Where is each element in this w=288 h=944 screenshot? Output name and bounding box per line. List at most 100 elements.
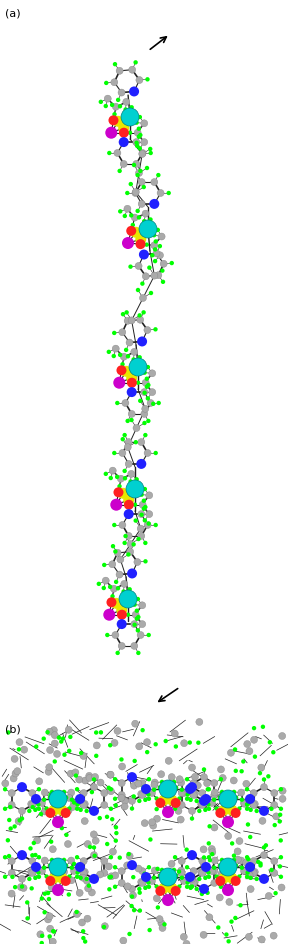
Circle shape bbox=[113, 117, 124, 127]
Circle shape bbox=[158, 795, 169, 806]
Circle shape bbox=[206, 870, 211, 875]
Circle shape bbox=[250, 858, 257, 865]
Circle shape bbox=[196, 718, 203, 726]
Circle shape bbox=[105, 863, 112, 870]
Circle shape bbox=[266, 774, 270, 779]
Circle shape bbox=[269, 807, 274, 811]
Circle shape bbox=[228, 750, 234, 756]
Circle shape bbox=[140, 282, 145, 287]
Circle shape bbox=[199, 790, 206, 797]
Circle shape bbox=[37, 875, 41, 879]
Circle shape bbox=[246, 872, 253, 879]
Circle shape bbox=[6, 731, 11, 734]
Circle shape bbox=[245, 807, 249, 811]
Circle shape bbox=[109, 855, 113, 860]
Circle shape bbox=[239, 769, 244, 774]
Circle shape bbox=[278, 885, 285, 891]
Circle shape bbox=[139, 602, 146, 609]
Circle shape bbox=[245, 787, 249, 792]
Circle shape bbox=[243, 859, 250, 867]
Circle shape bbox=[203, 808, 208, 812]
Circle shape bbox=[215, 874, 219, 879]
Circle shape bbox=[128, 265, 133, 270]
Circle shape bbox=[143, 505, 147, 510]
Circle shape bbox=[223, 818, 228, 822]
Circle shape bbox=[151, 179, 158, 186]
Circle shape bbox=[148, 218, 153, 223]
Circle shape bbox=[52, 929, 56, 934]
Circle shape bbox=[33, 808, 37, 812]
Circle shape bbox=[232, 853, 236, 858]
Circle shape bbox=[255, 877, 259, 881]
Circle shape bbox=[107, 785, 111, 790]
Circle shape bbox=[256, 860, 260, 864]
Circle shape bbox=[111, 598, 122, 609]
Circle shape bbox=[211, 868, 218, 875]
Circle shape bbox=[137, 127, 141, 132]
Circle shape bbox=[250, 801, 257, 809]
Circle shape bbox=[72, 769, 79, 776]
Circle shape bbox=[206, 802, 211, 807]
Circle shape bbox=[138, 511, 145, 518]
Circle shape bbox=[200, 862, 207, 868]
Circle shape bbox=[17, 783, 27, 792]
Circle shape bbox=[279, 807, 283, 811]
Circle shape bbox=[112, 523, 117, 528]
Circle shape bbox=[118, 795, 125, 801]
Circle shape bbox=[188, 885, 193, 890]
Circle shape bbox=[84, 915, 91, 922]
Circle shape bbox=[118, 90, 125, 97]
Circle shape bbox=[138, 791, 145, 798]
Circle shape bbox=[61, 808, 71, 818]
Circle shape bbox=[154, 807, 159, 812]
Circle shape bbox=[127, 932, 132, 936]
Circle shape bbox=[129, 359, 147, 377]
Circle shape bbox=[236, 837, 243, 845]
Circle shape bbox=[153, 251, 160, 258]
Circle shape bbox=[146, 419, 151, 424]
Circle shape bbox=[168, 774, 175, 781]
Circle shape bbox=[155, 798, 165, 808]
Circle shape bbox=[139, 150, 146, 158]
Circle shape bbox=[177, 869, 181, 874]
Circle shape bbox=[112, 872, 119, 879]
Circle shape bbox=[48, 935, 52, 938]
Circle shape bbox=[158, 244, 162, 249]
Circle shape bbox=[240, 800, 247, 807]
Circle shape bbox=[271, 801, 278, 809]
Circle shape bbox=[278, 819, 282, 824]
Circle shape bbox=[8, 858, 15, 865]
Circle shape bbox=[139, 513, 144, 517]
Circle shape bbox=[135, 170, 143, 177]
Circle shape bbox=[226, 939, 231, 944]
Circle shape bbox=[245, 870, 250, 875]
Circle shape bbox=[172, 780, 176, 784]
Circle shape bbox=[151, 779, 158, 786]
Circle shape bbox=[37, 807, 41, 811]
Circle shape bbox=[131, 543, 136, 547]
Circle shape bbox=[194, 799, 199, 803]
Circle shape bbox=[231, 808, 241, 818]
Circle shape bbox=[114, 580, 118, 584]
Circle shape bbox=[152, 234, 156, 238]
Circle shape bbox=[201, 862, 211, 872]
Circle shape bbox=[146, 396, 150, 401]
Circle shape bbox=[143, 885, 147, 890]
Circle shape bbox=[124, 883, 131, 890]
Circle shape bbox=[129, 67, 136, 75]
Circle shape bbox=[121, 109, 139, 126]
Circle shape bbox=[147, 266, 151, 271]
Circle shape bbox=[105, 842, 109, 847]
Circle shape bbox=[109, 875, 113, 879]
Circle shape bbox=[118, 353, 122, 358]
Circle shape bbox=[92, 853, 97, 858]
Circle shape bbox=[126, 340, 133, 346]
Circle shape bbox=[102, 925, 106, 929]
Circle shape bbox=[75, 875, 79, 879]
Circle shape bbox=[101, 858, 108, 865]
Circle shape bbox=[94, 754, 98, 758]
Circle shape bbox=[2, 780, 9, 787]
Circle shape bbox=[124, 500, 134, 510]
Circle shape bbox=[178, 869, 185, 877]
Circle shape bbox=[138, 439, 145, 447]
